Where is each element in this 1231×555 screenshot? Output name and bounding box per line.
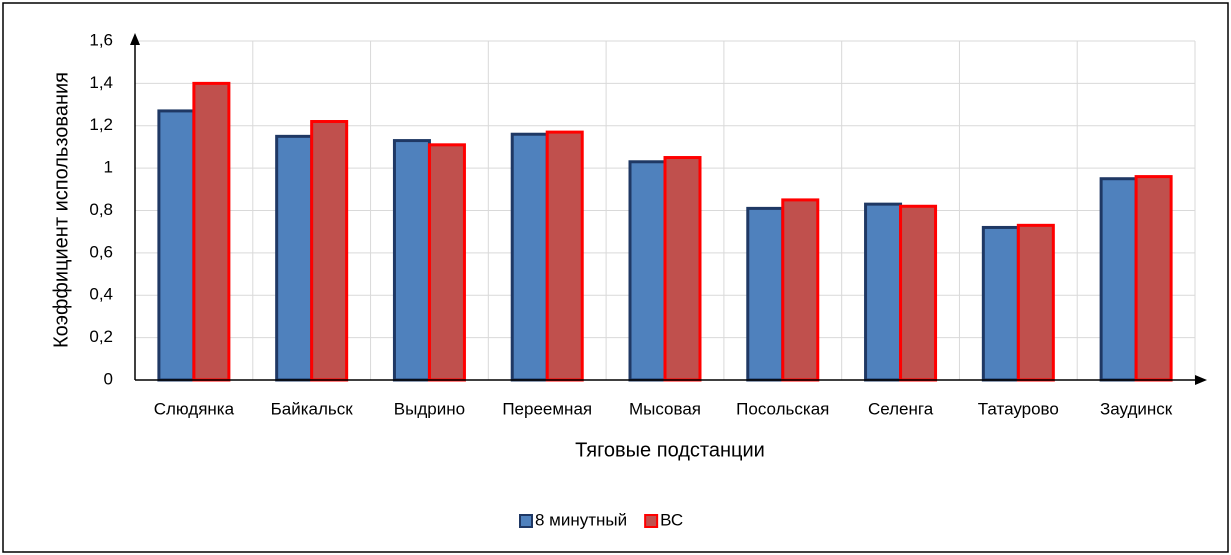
- legend-label: ВС: [660, 510, 683, 529]
- y-tick-label: 1,6: [89, 30, 113, 49]
- legend-swatch: [644, 514, 659, 528]
- y-axis-arrow: [130, 33, 140, 45]
- bar: [157, 109, 196, 382]
- y-tick-label: 0,6: [89, 242, 113, 261]
- bar: [746, 206, 785, 382]
- x-tick-label: Посольская: [736, 399, 829, 418]
- bar: [864, 202, 903, 382]
- x-tick-label: Мысовая: [629, 399, 701, 418]
- y-tick-label: 1,4: [89, 73, 113, 92]
- bar: [392, 139, 431, 382]
- x-tick-label: Татаурово: [978, 399, 1059, 418]
- bar: [899, 204, 938, 382]
- bars: [157, 81, 1173, 382]
- legend-swatch: [519, 514, 533, 528]
- axes: 0 0,2 0,4 0,6 0,8 1 1,2 1,4 1,6 Слюдянка Байкальск…: [89, 30, 1207, 418]
- y-tick-label: 0: [104, 369, 113, 388]
- bar: [663, 156, 702, 382]
- legend-label: 8 минутный: [535, 510, 627, 529]
- y-tick-label: 1,2: [89, 115, 113, 134]
- legend: 8 минутный ВС: [519, 510, 683, 529]
- bar: [310, 120, 349, 382]
- x-tick-label: Слюдянка: [154, 399, 235, 418]
- x-tick-label: Селенга: [868, 399, 934, 418]
- x-axis-title: Тяговые подстанции: [575, 439, 765, 461]
- bar: [510, 132, 549, 382]
- x-tick-label: Переемная: [502, 399, 592, 418]
- y-tick-label: 0,4: [89, 285, 113, 304]
- bar: [1134, 175, 1173, 382]
- bar: [275, 134, 314, 382]
- y-tick-label: 0,8: [89, 200, 113, 219]
- y-tick-label: 1: [104, 158, 113, 177]
- bar: [628, 160, 667, 382]
- bar: [981, 225, 1020, 382]
- bar: [781, 198, 820, 382]
- bar: [1016, 223, 1055, 382]
- y-tick-label: 0,2: [89, 327, 113, 346]
- bar: [1099, 177, 1138, 382]
- y-axis-title: Коэффициент использования: [50, 72, 72, 348]
- x-tick-label: Выдрино: [394, 399, 465, 418]
- bar: [427, 143, 466, 382]
- x-axis-arrow: [1195, 375, 1207, 385]
- bar: [545, 130, 584, 382]
- x-tick-label: Заудинск: [1100, 399, 1173, 418]
- x-tick-label: Байкальск: [271, 399, 354, 418]
- bar: [192, 81, 231, 382]
